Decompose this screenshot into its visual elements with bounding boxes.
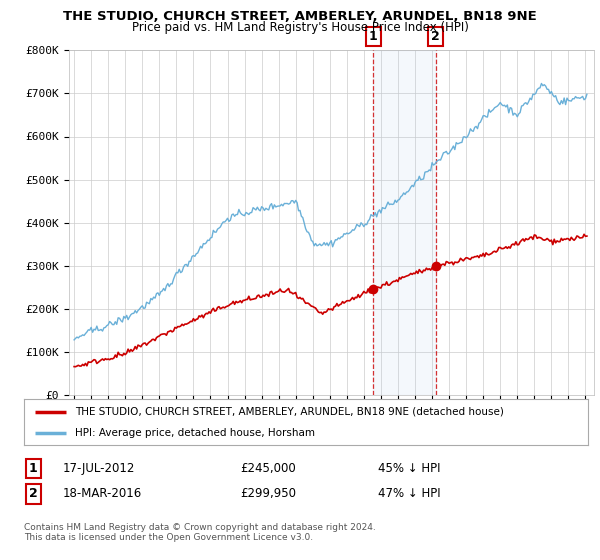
- Text: Price paid vs. HM Land Registry's House Price Index (HPI): Price paid vs. HM Land Registry's House …: [131, 21, 469, 34]
- Text: 2: 2: [431, 30, 440, 43]
- Text: 1: 1: [369, 30, 377, 43]
- Text: 17-JUL-2012: 17-JUL-2012: [63, 462, 136, 475]
- Text: 47% ↓ HPI: 47% ↓ HPI: [378, 487, 440, 501]
- Text: 45% ↓ HPI: 45% ↓ HPI: [378, 462, 440, 475]
- Text: 2: 2: [29, 487, 37, 501]
- Text: 18-MAR-2016: 18-MAR-2016: [63, 487, 142, 501]
- Text: THE STUDIO, CHURCH STREET, AMBERLEY, ARUNDEL, BN18 9NE (detached house): THE STUDIO, CHURCH STREET, AMBERLEY, ARU…: [75, 407, 503, 417]
- Text: Contains HM Land Registry data © Crown copyright and database right 2024.
This d: Contains HM Land Registry data © Crown c…: [24, 523, 376, 543]
- Text: THE STUDIO, CHURCH STREET, AMBERLEY, ARUNDEL, BN18 9NE: THE STUDIO, CHURCH STREET, AMBERLEY, ARU…: [63, 10, 537, 23]
- Text: HPI: Average price, detached house, Horsham: HPI: Average price, detached house, Hors…: [75, 428, 315, 438]
- Bar: [373, 50, 436, 395]
- Text: £299,950: £299,950: [240, 487, 296, 501]
- Text: £245,000: £245,000: [240, 462, 296, 475]
- Text: 1: 1: [29, 462, 37, 475]
